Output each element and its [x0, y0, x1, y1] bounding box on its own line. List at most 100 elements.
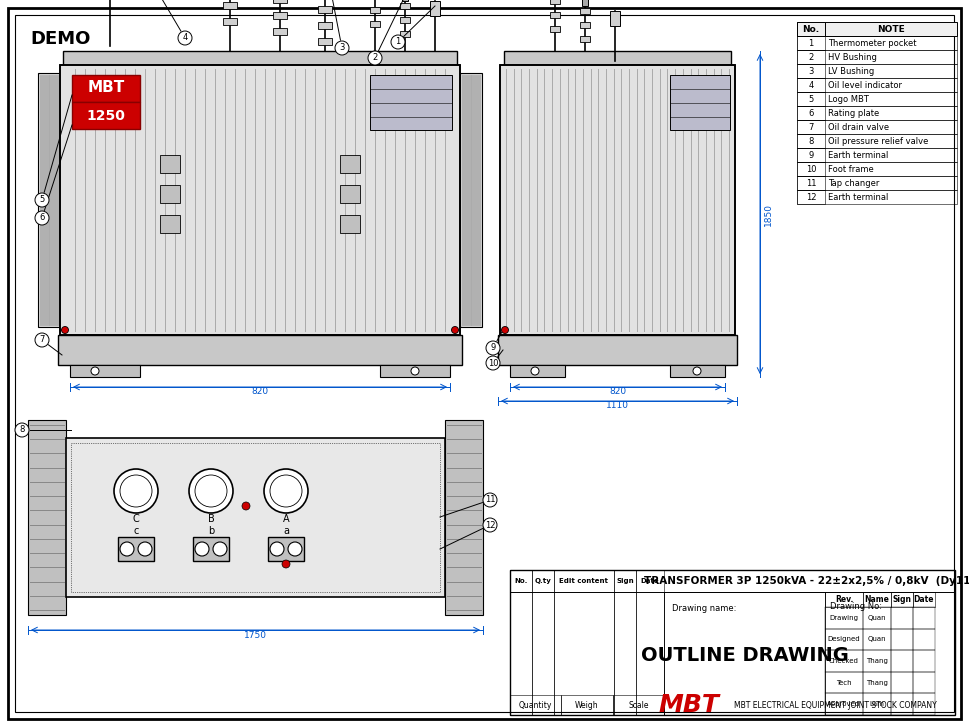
Bar	[797, 78, 825, 92]
Text: HV Bushing: HV Bushing	[828, 52, 877, 62]
Text: B: B	[207, 514, 214, 524]
Text: 10: 10	[487, 358, 498, 368]
Bar	[160, 155, 180, 173]
Bar	[825, 672, 863, 694]
Bar	[60, 65, 460, 335]
Bar	[913, 592, 935, 607]
Bar	[797, 36, 957, 50]
Text: Approved: Approved	[828, 702, 860, 707]
Bar	[273, 28, 287, 35]
Text: Oil drain valve: Oil drain valve	[828, 123, 890, 132]
Bar	[863, 607, 891, 629]
Text: 2: 2	[372, 54, 378, 63]
Bar	[38, 73, 60, 327]
Bar	[891, 629, 913, 650]
Text: Name: Name	[864, 595, 890, 604]
Text: Lam: Lam	[869, 702, 885, 707]
Bar	[797, 190, 957, 204]
Bar	[63, 51, 457, 65]
Bar	[913, 650, 935, 672]
Text: Thang: Thang	[866, 658, 888, 664]
Bar	[340, 215, 360, 233]
Bar	[580, 36, 590, 42]
Text: Logo MBT: Logo MBT	[828, 95, 869, 103]
Bar	[510, 695, 561, 715]
Bar	[430, 1, 440, 16]
Bar	[400, 17, 410, 23]
Bar	[825, 650, 863, 672]
Bar	[636, 570, 664, 715]
Text: Rev.: Rev.	[835, 595, 853, 604]
Text: MBT: MBT	[659, 693, 719, 717]
Circle shape	[270, 542, 284, 556]
Circle shape	[120, 542, 134, 556]
Bar	[797, 176, 957, 190]
Circle shape	[195, 542, 209, 556]
Bar	[863, 672, 891, 694]
Bar	[797, 120, 957, 134]
Circle shape	[368, 51, 382, 65]
Circle shape	[282, 560, 290, 568]
Bar	[66, 438, 445, 597]
Circle shape	[91, 367, 99, 375]
Text: Tech: Tech	[836, 680, 852, 686]
Bar	[825, 607, 863, 629]
Text: 1850: 1850	[764, 203, 772, 225]
Circle shape	[178, 31, 192, 45]
Circle shape	[264, 469, 308, 513]
Text: A: A	[283, 514, 290, 524]
Bar	[445, 420, 483, 615]
Bar	[797, 78, 957, 92]
Bar	[797, 36, 825, 50]
Text: Thermometer pocket: Thermometer pocket	[828, 39, 917, 47]
Bar	[193, 537, 229, 561]
Bar	[670, 75, 730, 130]
Bar	[58, 335, 462, 365]
Bar	[510, 365, 565, 377]
Bar	[863, 629, 891, 650]
Bar	[913, 694, 935, 715]
Bar	[318, 6, 332, 13]
Bar	[825, 694, 863, 715]
Bar	[71, 443, 440, 592]
Circle shape	[486, 341, 500, 355]
Bar	[825, 592, 863, 607]
Bar	[913, 607, 935, 629]
Bar	[460, 73, 482, 327]
Circle shape	[486, 356, 500, 370]
Text: 1250: 1250	[86, 109, 125, 123]
Circle shape	[35, 193, 49, 207]
Text: 1: 1	[808, 39, 814, 47]
Bar	[223, 2, 237, 9]
Bar	[70, 365, 140, 377]
Text: DEMO: DEMO	[30, 30, 90, 48]
Bar	[797, 50, 957, 64]
Text: 8: 8	[808, 137, 814, 145]
Text: 1: 1	[395, 38, 400, 47]
Bar	[72, 102, 140, 129]
Bar	[797, 134, 825, 148]
Circle shape	[693, 367, 701, 375]
Text: Tap changer: Tap changer	[828, 179, 880, 188]
Text: Quantity: Quantity	[519, 701, 552, 710]
Bar	[913, 629, 935, 650]
Text: Rating plate: Rating plate	[828, 108, 879, 118]
Text: 8: 8	[19, 425, 24, 435]
Text: OUTLINE DRAWING: OUTLINE DRAWING	[641, 646, 849, 665]
Bar	[891, 592, 913, 607]
Circle shape	[35, 333, 49, 347]
Bar	[550, 26, 560, 32]
Bar	[797, 134, 957, 148]
Bar	[825, 629, 863, 650]
Bar	[340, 155, 360, 173]
Bar	[400, 31, 410, 37]
Text: 1110: 1110	[606, 401, 629, 411]
Bar	[400, 3, 410, 9]
Text: No.: No.	[515, 578, 528, 584]
Text: Sign: Sign	[892, 595, 912, 604]
Bar	[561, 695, 612, 715]
Bar	[510, 570, 955, 592]
Text: Sign: Sign	[616, 578, 634, 584]
Bar	[500, 65, 735, 335]
Text: Date: Date	[641, 578, 659, 584]
